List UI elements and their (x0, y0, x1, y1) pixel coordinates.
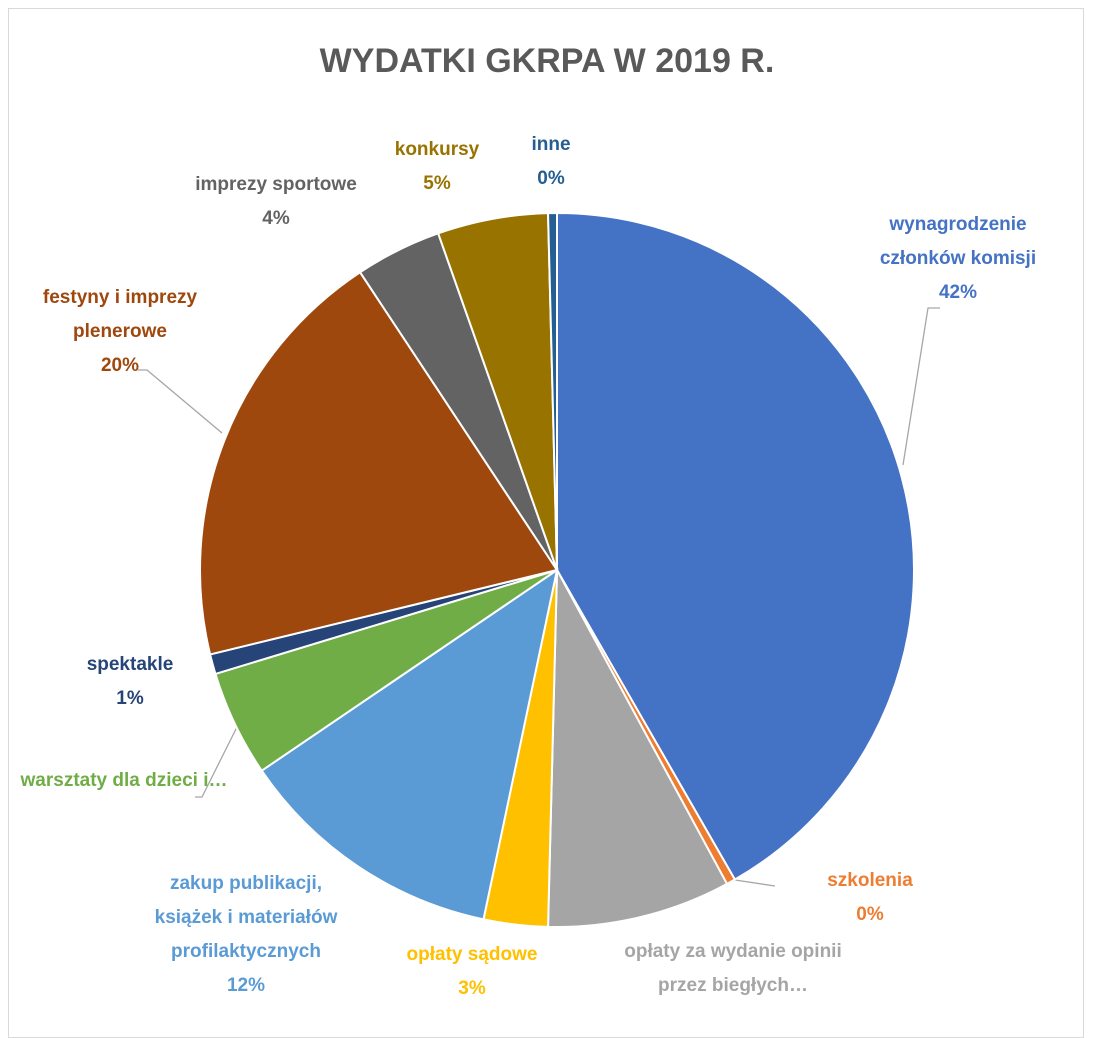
value-label: 1% (116, 688, 144, 709)
category-label: zakup publikacji, książek i materiałów p… (154, 873, 338, 962)
chart-title: WYDATKI GKRPA W 2019 R. (319, 42, 775, 80)
data-label: opłaty za wydanie opinii przez biegłych… (618, 935, 848, 1003)
data-label: festyny i imprezy plenerowe 20% (10, 281, 230, 383)
value-label: 5% (423, 173, 451, 194)
category-label: opłaty sądowe (406, 944, 538, 965)
data-label: warsztaty dla dzieci i… (14, 764, 234, 798)
category-label: warsztaty dla dzieci i… (20, 770, 228, 791)
data-label: imprezy sportowe 4% (156, 168, 396, 236)
value-label: 12% (226, 975, 266, 996)
leader-line (138, 369, 223, 434)
category-label: wynagrodzenie członków komisji (879, 214, 1037, 269)
leader-line (902, 307, 940, 466)
category-label: szkolenia (827, 870, 913, 891)
value-label: 0% (856, 904, 884, 925)
data-label: inne 0% (501, 128, 601, 196)
value-label: 42% (938, 282, 978, 303)
value-label: 4% (262, 208, 290, 229)
data-label: szkolenia 0% (810, 864, 930, 932)
category-label: opłaty za wydanie opinii przez biegłych… (624, 941, 842, 996)
pie-slice (556, 211, 915, 881)
data-label: zakup publikacji, książek i materiałów p… (141, 867, 351, 1003)
pie-slice (260, 567, 559, 921)
category-label: imprezy sportowe (195, 174, 357, 195)
value-label: 3% (458, 978, 486, 999)
category-label: konkursy (394, 139, 480, 160)
category-label: inne (531, 134, 571, 155)
data-label: opłaty sądowe 3% (372, 938, 572, 1006)
category-label: festyny i imprezy plenerowe (42, 287, 198, 342)
value-label: 20% (100, 355, 140, 376)
data-label: wynagrodzenie członków komisji 42% (858, 208, 1058, 310)
leader-lines (138, 307, 940, 887)
pie-slice (547, 566, 729, 928)
category-label: spektakle (86, 654, 174, 675)
leader-line (734, 879, 776, 887)
pie-slice (547, 211, 558, 571)
data-label: spektakle 1% (55, 648, 205, 716)
data-label: konkursy 5% (367, 133, 507, 201)
pie-slice (199, 270, 559, 656)
value-label: 0% (537, 168, 565, 189)
leader-line (195, 724, 239, 798)
